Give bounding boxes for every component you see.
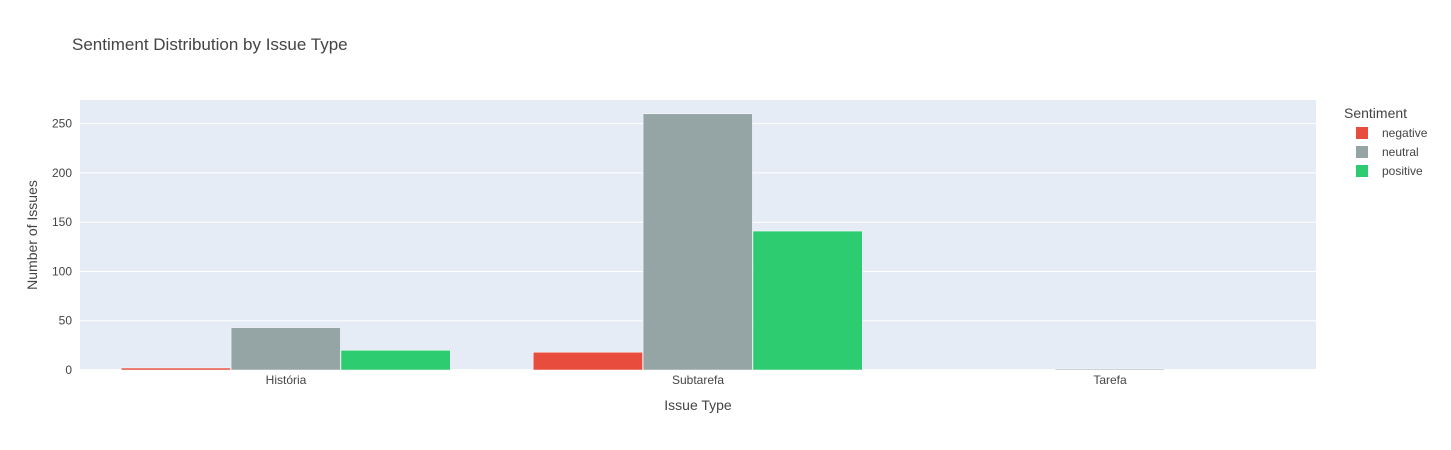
bar-positive-1[interactable] [752,230,863,371]
legend-swatch-neutral[interactable] [1356,146,1368,158]
x-tick-label: Tarefa [1093,373,1127,387]
y-axis-title: Number of Issues [24,180,40,290]
legend: Sentiment negative neutral positive [1344,105,1428,178]
bar-negative-1[interactable] [532,352,643,371]
bar-neutral-0[interactable] [230,327,341,371]
bar-negative-0[interactable] [120,367,231,371]
legend-items: negative neutral positive [1356,126,1428,178]
x-tick-label: Subtarefa [672,373,724,387]
chart-title: Sentiment Distribution by Issue Type [72,35,348,54]
x-axis-ticks: História Subtarefa Tarefa [266,373,1127,387]
legend-label-neutral[interactable]: neutral [1382,145,1419,159]
x-tick-label: História [266,373,307,387]
y-tick-label: 50 [59,314,73,328]
bar-neutral-2[interactable] [1054,368,1165,371]
bar-neutral-1[interactable] [642,113,753,371]
bar-positive-0[interactable] [340,350,451,371]
y-tick-label: 250 [52,117,72,131]
x-axis-title: Issue Type [664,397,732,413]
legend-title: Sentiment [1344,105,1407,121]
bars [120,113,1165,371]
legend-label-positive[interactable]: positive [1382,164,1423,178]
y-tick-label: 200 [52,166,72,180]
y-tick-label: 150 [52,215,72,229]
y-tick-label: 0 [65,363,72,377]
legend-swatch-positive[interactable] [1356,165,1368,177]
legend-label-negative[interactable]: negative [1382,126,1428,140]
legend-swatch-negative[interactable] [1356,127,1368,139]
y-axis-ticks: 0 50 100 150 200 250 [52,117,72,377]
y-tick-label: 100 [52,264,72,278]
